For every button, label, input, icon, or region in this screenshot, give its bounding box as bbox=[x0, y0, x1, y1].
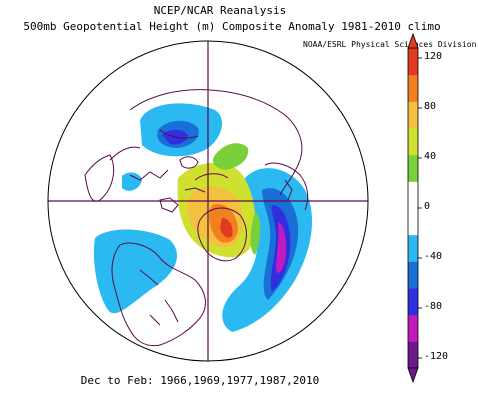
colorbar-tick-label: 80 bbox=[424, 101, 437, 112]
colorbar-segment bbox=[408, 154, 418, 182]
colorbar-tick-label: -80 bbox=[424, 301, 443, 312]
map-subtitle: 500mb Geopotential Height (m) Composite … bbox=[23, 20, 441, 33]
colorbar-segment bbox=[408, 48, 418, 76]
map-title: NCEP/NCAR Reanalysis bbox=[153, 4, 287, 17]
colorbar-segment bbox=[408, 101, 418, 129]
colorbar-segment bbox=[408, 314, 418, 342]
negative-anomaly-pacific bbox=[93, 229, 178, 314]
colorbar-tick-label: -40 bbox=[424, 251, 443, 262]
colorbar-tick-label: 40 bbox=[424, 151, 437, 162]
credit-label: NOAA/ESRL Physical Sciences Division bbox=[303, 40, 477, 49]
coastlines bbox=[84, 89, 309, 347]
colorbar-segment bbox=[408, 234, 418, 262]
colorbar-segment bbox=[408, 128, 418, 156]
colorbar-tick-label: 120 bbox=[424, 51, 443, 62]
footer-caption: Dec to Feb: 1966,1969,1977,1987,2010 bbox=[80, 374, 320, 387]
map-border bbox=[47, 40, 369, 362]
colorbar-segment bbox=[408, 208, 418, 236]
colorbar-segment bbox=[408, 181, 418, 209]
colorbar-tick-label: -120 bbox=[424, 351, 449, 362]
colorbar-tick-label: 0 bbox=[424, 201, 431, 212]
colorbar-segment bbox=[408, 261, 418, 289]
anomaly-field bbox=[93, 103, 313, 332]
colorbar-segment bbox=[408, 74, 418, 102]
colorbar-segment bbox=[408, 288, 418, 316]
colorbar-min-arrow bbox=[407, 367, 419, 384]
colorbar-segment bbox=[408, 341, 418, 369]
colorbar-max-arrow bbox=[407, 32, 419, 49]
